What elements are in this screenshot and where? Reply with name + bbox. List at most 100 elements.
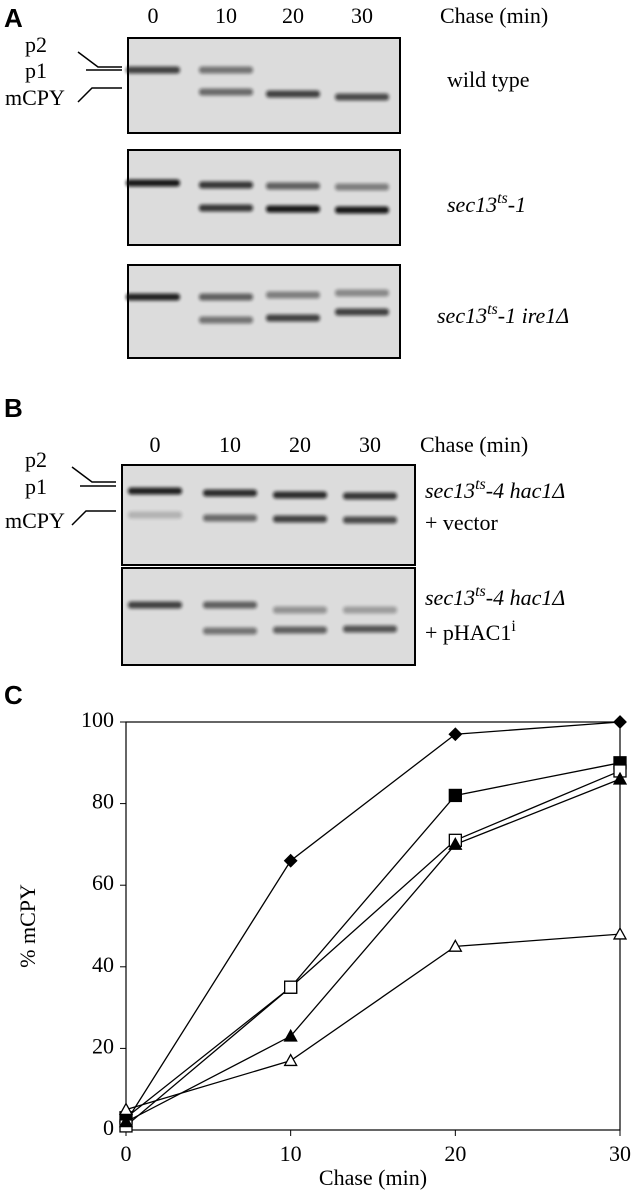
gel-band — [199, 316, 253, 324]
strain-text: -4 hac1Δ — [486, 585, 566, 610]
lane-label: 0 — [150, 432, 161, 457]
gel-band — [128, 511, 182, 519]
strain-text: -1 — [508, 192, 526, 217]
series-line — [125, 721, 621, 1123]
strain-label: + pHAC1i — [425, 618, 516, 645]
series-line — [125, 933, 621, 1111]
panel-label: C — [4, 680, 23, 710]
gel-band — [335, 289, 389, 297]
marker — [283, 1053, 298, 1067]
lane-label: 30 — [351, 3, 373, 28]
gel — [127, 149, 401, 246]
lane-label: 10 — [219, 432, 241, 457]
gel-band — [199, 88, 253, 96]
strain-text: + vector — [425, 510, 499, 535]
gel-band — [343, 606, 397, 614]
strain-label: sec13ts-4 hac1Δ — [425, 476, 565, 503]
strain-text: sec13 — [437, 303, 487, 328]
marker — [284, 980, 298, 994]
band-label: mCPY — [5, 85, 65, 110]
y-tick-label: 20 — [92, 1033, 114, 1058]
gel-band — [128, 601, 182, 609]
gel-band — [203, 627, 257, 635]
gel-band — [266, 90, 320, 98]
lane-label: 20 — [289, 432, 311, 457]
superscript: ts — [475, 583, 486, 600]
x-tick-label: 20 — [444, 1141, 466, 1166]
pointer — [71, 466, 116, 483]
strain-text: + pHAC1 — [425, 620, 511, 645]
gel-band — [343, 492, 397, 500]
band-label: mCPY — [5, 508, 65, 533]
strain-label: wild type — [447, 67, 530, 92]
x-axis-label: Chase (min) — [319, 1165, 427, 1190]
y-tick-label: 60 — [92, 870, 114, 895]
gel-band — [273, 515, 327, 523]
gel-band — [128, 487, 182, 495]
series-line — [125, 762, 621, 1119]
y-tick-label: 0 — [103, 1115, 114, 1140]
gel-band — [335, 308, 389, 316]
plot-frame — [125, 721, 621, 1131]
gel — [121, 567, 416, 666]
gel-band — [203, 601, 257, 609]
gel-band — [343, 516, 397, 524]
superscript: ts — [475, 476, 486, 493]
marker — [448, 727, 463, 742]
marker — [283, 853, 298, 868]
band-label: p2 — [25, 32, 47, 57]
y-tick-label: 40 — [92, 952, 114, 977]
gel-band — [126, 179, 180, 187]
strain-text: sec13 — [425, 585, 475, 610]
gel-band — [273, 491, 327, 499]
strain-text: -1 ire1Δ — [498, 303, 569, 328]
y-tick-label: 80 — [92, 789, 114, 814]
marker — [283, 1028, 298, 1042]
gel-band — [126, 293, 180, 301]
pointer — [71, 510, 116, 526]
gel-band — [335, 93, 389, 101]
superscript: i — [511, 618, 516, 635]
strain-label: sec13ts-4 hac1Δ — [425, 583, 565, 610]
gel-band — [203, 489, 257, 497]
marker — [448, 837, 463, 850]
band-label: p1 — [25, 474, 47, 499]
gel-band — [273, 626, 327, 634]
pointer — [77, 87, 122, 103]
gel-band — [126, 66, 180, 74]
band-label: p1 — [25, 58, 47, 83]
series-line — [125, 778, 621, 1123]
marker — [612, 771, 628, 785]
marker — [118, 1102, 134, 1116]
gel-band — [343, 625, 397, 633]
strain-text: sec13 — [447, 192, 497, 217]
marker — [448, 939, 463, 952]
gel — [127, 37, 401, 134]
lane-label: 20 — [282, 3, 304, 28]
x-tick-label: 0 — [121, 1141, 132, 1166]
band-label: p2 — [25, 447, 47, 472]
lane-label: 0 — [148, 3, 159, 28]
marker — [448, 788, 462, 803]
y-tick-label: 100 — [81, 707, 114, 732]
gel-band — [266, 182, 320, 190]
marker — [613, 715, 627, 729]
gel-band — [199, 181, 253, 189]
superscript: ts — [497, 190, 508, 207]
marker — [118, 1114, 134, 1128]
lane-label: 30 — [359, 432, 381, 457]
strain-label: + vector — [425, 510, 499, 535]
strain-text: -4 hac1Δ — [486, 478, 566, 503]
gel-band — [335, 206, 389, 214]
lanes-title: Chase (min) — [440, 3, 548, 28]
gel-band — [199, 204, 253, 212]
gel-band — [273, 606, 327, 614]
lanes-title: Chase (min) — [420, 432, 528, 457]
gel-band — [335, 183, 389, 191]
panel-label: A — [4, 3, 23, 33]
gel-band — [266, 314, 320, 322]
panel-label: B — [4, 393, 23, 423]
gel-band — [199, 293, 253, 301]
strain-label: sec13ts-1 — [447, 190, 526, 217]
